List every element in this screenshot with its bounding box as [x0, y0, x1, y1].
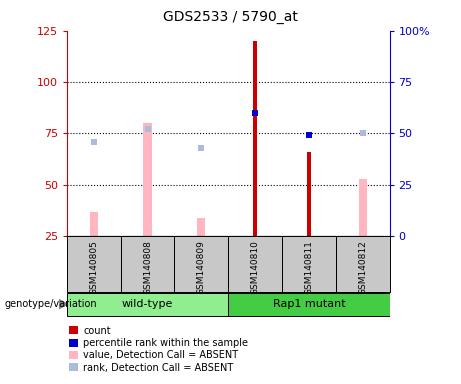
Text: GSM140809: GSM140809: [197, 241, 206, 296]
Point: [144, 126, 151, 132]
FancyBboxPatch shape: [174, 236, 228, 292]
FancyBboxPatch shape: [67, 293, 228, 316]
Text: GSM140805: GSM140805: [89, 241, 98, 296]
FancyBboxPatch shape: [228, 293, 390, 316]
Polygon shape: [59, 300, 67, 309]
Point: [305, 132, 313, 139]
Legend: count, percentile rank within the sample, value, Detection Call = ABSENT, rank, : count, percentile rank within the sample…: [70, 326, 248, 373]
Point: [251, 110, 259, 116]
Bar: [143, 123, 152, 236]
Bar: [359, 179, 366, 236]
Point: [198, 145, 205, 151]
FancyBboxPatch shape: [282, 236, 336, 292]
Bar: [253, 41, 257, 236]
Text: Rap1 mutant: Rap1 mutant: [272, 299, 345, 309]
Text: GDS2533 / 5790_at: GDS2533 / 5790_at: [163, 10, 298, 23]
Text: genotype/variation: genotype/variation: [5, 299, 97, 309]
FancyBboxPatch shape: [121, 236, 174, 292]
Text: GSM140811: GSM140811: [304, 241, 313, 296]
FancyBboxPatch shape: [228, 236, 282, 292]
Bar: [197, 218, 205, 236]
Point: [90, 139, 97, 145]
Point: [359, 131, 366, 137]
Text: GSM140810: GSM140810: [251, 241, 260, 296]
Bar: [90, 212, 98, 236]
FancyBboxPatch shape: [336, 236, 390, 292]
FancyBboxPatch shape: [67, 236, 121, 292]
Text: GSM140808: GSM140808: [143, 241, 152, 296]
Text: wild-type: wild-type: [122, 299, 173, 309]
Bar: [307, 152, 311, 236]
Text: GSM140812: GSM140812: [358, 241, 367, 295]
